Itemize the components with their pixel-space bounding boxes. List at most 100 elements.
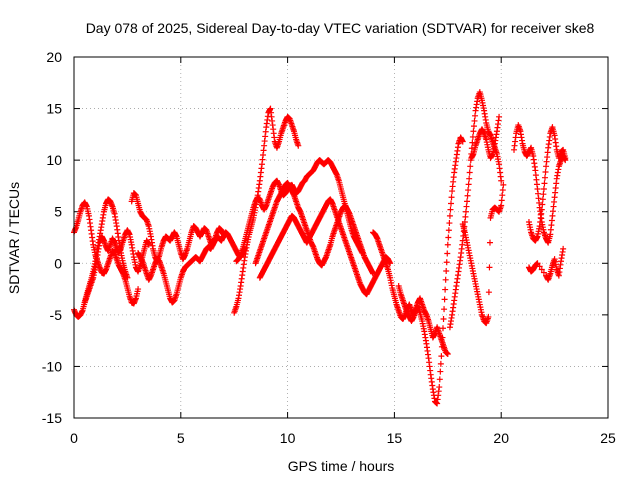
data-point <box>462 208 469 215</box>
series-arc-1 <box>71 199 142 307</box>
data-point <box>439 325 446 332</box>
data-point <box>498 202 505 209</box>
data-point <box>437 368 444 375</box>
data-point <box>447 206 454 213</box>
data-point <box>539 201 546 208</box>
data-point <box>439 334 446 341</box>
series-arc-9 <box>256 196 394 298</box>
series-arc-4 <box>128 190 227 265</box>
data-point <box>466 169 473 176</box>
x-tick-label: 10 <box>280 430 296 446</box>
data-point <box>442 286 449 293</box>
x-tick-label: 5 <box>177 430 185 446</box>
y-tick-label: 20 <box>46 49 62 65</box>
series-arc-17 <box>525 245 567 283</box>
data-point <box>471 117 478 124</box>
data-point <box>499 192 506 199</box>
data-point <box>498 197 505 204</box>
data-point <box>485 313 492 320</box>
data-point <box>436 376 443 383</box>
grid <box>74 57 608 418</box>
data-point <box>470 123 477 130</box>
data-point <box>465 181 472 188</box>
series-arc-8 <box>252 179 377 277</box>
data-point <box>444 241 451 248</box>
data-point <box>446 220 453 227</box>
y-tick-label: 15 <box>46 101 62 117</box>
data-point <box>443 268 450 275</box>
data-point <box>560 245 567 252</box>
x-tick-label: 25 <box>600 430 616 446</box>
data-point <box>540 269 547 276</box>
data-point <box>441 296 448 303</box>
data-point <box>442 276 449 283</box>
data-point <box>436 384 443 391</box>
data-point <box>539 196 546 203</box>
data-point <box>462 213 469 220</box>
data-point <box>464 192 471 199</box>
data-point <box>441 306 448 313</box>
data-point <box>538 206 545 213</box>
data-point <box>135 286 142 293</box>
data-point <box>145 241 152 248</box>
data-point <box>469 133 476 140</box>
y-axis-label: SDTVAR / TECUs <box>6 182 22 294</box>
x-tick-label: 0 <box>70 430 78 446</box>
data-point <box>459 138 466 145</box>
y-tick-label: 5 <box>54 204 62 220</box>
data-point <box>467 163 474 170</box>
series-arc-3 <box>81 227 152 306</box>
series-arc-11 <box>395 134 466 407</box>
data-point <box>538 266 545 273</box>
series-arc-16 <box>525 124 569 244</box>
data-point <box>541 174 548 181</box>
data-point <box>445 227 452 234</box>
data-point <box>464 198 471 205</box>
data-point <box>486 264 493 271</box>
y-tick-label: -15 <box>42 410 62 426</box>
data-point <box>465 187 472 194</box>
x-axis-label: GPS time / hours <box>288 458 395 474</box>
data-point <box>444 351 451 358</box>
data-point <box>540 186 547 193</box>
series-arc-15 <box>511 122 569 246</box>
data-point <box>438 343 445 350</box>
plot-frame <box>73 56 609 419</box>
data-point <box>124 274 131 281</box>
data-point <box>542 169 549 176</box>
data-point <box>470 128 477 135</box>
y-tick-label: -10 <box>42 358 62 374</box>
data-point <box>498 177 505 184</box>
data-point <box>540 191 547 198</box>
data-point <box>486 239 493 246</box>
data-point <box>500 181 507 188</box>
series-arc-10 <box>370 229 451 358</box>
data-point <box>485 289 492 296</box>
data-point <box>446 212 453 219</box>
series-arc-13 <box>459 181 507 327</box>
chart-title: Day 078 of 2025, Sidereal Day-to-day VTE… <box>86 20 595 36</box>
y-tick-label: 0 <box>54 255 62 271</box>
x-tick-label: 15 <box>387 430 403 446</box>
data-point <box>443 259 450 266</box>
data-point <box>445 234 452 241</box>
data-point <box>472 112 479 119</box>
series-arc-6 <box>231 105 302 316</box>
data-point <box>536 263 543 270</box>
data-point <box>466 175 473 182</box>
data-point <box>499 187 506 194</box>
x-tick-label: 20 <box>493 430 509 446</box>
data-point <box>562 155 569 162</box>
data-point <box>448 194 455 201</box>
y-tick-label: -5 <box>50 307 63 323</box>
data-point <box>534 260 541 267</box>
axis-ticks: 0 5 10 15 20 25 -15 -10 -5 0 5 10 15 20 <box>42 49 616 446</box>
data-point <box>440 315 447 322</box>
data-point <box>448 200 455 207</box>
y-tick-label: 10 <box>46 152 62 168</box>
data-point <box>295 142 302 149</box>
data-point <box>541 180 548 187</box>
series-arc-14 <box>468 113 503 162</box>
data-point <box>438 353 445 360</box>
